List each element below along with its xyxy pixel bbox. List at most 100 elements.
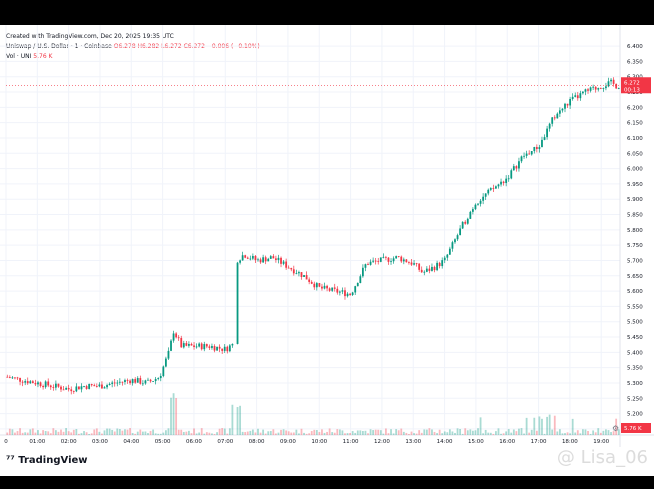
- volume-bar: [397, 430, 400, 435]
- volume-bar: [126, 429, 129, 435]
- volume-bar: [331, 432, 334, 435]
- candle-body: [500, 181, 502, 185]
- candle-body: [70, 389, 73, 392]
- candle-body: [351, 292, 354, 295]
- volume-bar: [507, 429, 510, 435]
- candle-body: [328, 288, 331, 291]
- volume-bar: [190, 433, 193, 435]
- volume-bar: [257, 428, 259, 435]
- volume-bar: [395, 429, 398, 435]
- candle-body: [8, 377, 11, 378]
- volume-bar: [333, 432, 336, 435]
- candle-body: [257, 259, 259, 261]
- candle-body: [433, 266, 436, 271]
- volume-bar: [512, 429, 515, 435]
- candle-body: [262, 257, 265, 263]
- candle-body: [65, 387, 68, 390]
- candle-body: [395, 256, 398, 259]
- candle-body: [275, 258, 277, 260]
- volume-bar: [469, 429, 472, 435]
- volume-bar: [602, 430, 605, 435]
- volume-bar: [530, 429, 533, 435]
- candle-body: [134, 379, 137, 383]
- candle-body: [377, 261, 380, 262]
- volume-bar: [62, 431, 65, 435]
- volume-bar: [477, 428, 479, 435]
- candle-body: [287, 267, 290, 269]
- volume-bar: [277, 432, 280, 435]
- volume-bar: [226, 433, 229, 435]
- candle-body: [410, 262, 413, 265]
- volume-bar: [139, 429, 142, 435]
- candle-body: [195, 346, 198, 348]
- candle-body: [223, 346, 226, 351]
- volume-bar: [425, 429, 428, 435]
- candle-body: [52, 387, 55, 388]
- volume-bar: [259, 432, 262, 435]
- candle-body: [369, 261, 372, 265]
- candle-body: [487, 189, 490, 194]
- volume-bar: [177, 429, 180, 435]
- volume-bar: [16, 431, 19, 435]
- volume-bar: [456, 428, 459, 435]
- candle-body: [535, 147, 538, 150]
- candle-body: [305, 275, 308, 280]
- candle-body: [88, 384, 91, 389]
- volume-bar: [535, 430, 538, 435]
- volume-bar: [39, 433, 42, 435]
- volume-bar: [78, 433, 80, 435]
- volume-bar: [159, 433, 162, 435]
- candle-body: [520, 156, 523, 162]
- volume-bar: [154, 433, 157, 435]
- candle-body: [216, 346, 218, 351]
- candle-body: [180, 337, 183, 348]
- candle-body: [37, 382, 39, 385]
- candle-body: [397, 256, 400, 257]
- volume-bar: [400, 428, 403, 435]
- volume-bar: [298, 433, 300, 435]
- volume-bar: [487, 432, 490, 435]
- volume-bar: [446, 432, 449, 435]
- volume-bar: [482, 433, 485, 435]
- volume-bar: [367, 433, 369, 435]
- candle-body: [226, 346, 229, 352]
- candle-body: [510, 170, 513, 179]
- y-tick-label: 6.100: [627, 136, 643, 142]
- volume-bar: [54, 430, 57, 435]
- volume-bar: [359, 430, 362, 435]
- volume-bar: [170, 397, 172, 435]
- candle-body: [582, 91, 584, 94]
- candle-body: [310, 281, 313, 284]
- volume-bar: [533, 417, 536, 435]
- candle-body: [60, 386, 62, 390]
- volume-bar: [374, 429, 377, 435]
- candle-body: [525, 153, 528, 156]
- candle-body: [456, 235, 459, 240]
- x-tick-label: 04:00: [123, 439, 139, 445]
- x-tick-label: 12:00: [374, 439, 390, 445]
- candle-body: [31, 381, 34, 384]
- candle-body: [108, 383, 111, 386]
- price-chart[interactable]: 6.4006.3506.3006.2506.2006.1506.1006.050…: [0, 25, 654, 476]
- volume-label[interactable]: Vol · UNI: [6, 53, 32, 60]
- candle-body: [103, 387, 106, 389]
- volume-bar: [75, 429, 78, 435]
- volume-bar: [431, 429, 433, 435]
- candle-body: [282, 261, 285, 264]
- volume-bar: [310, 431, 313, 435]
- volume-bar: [57, 431, 60, 435]
- x-tick-label: 08:00: [249, 439, 265, 445]
- candle-body: [428, 268, 431, 271]
- volume-bar: [203, 433, 206, 435]
- candle-body: [469, 211, 472, 219]
- candle-body: [34, 383, 37, 385]
- candle-body: [533, 147, 536, 152]
- candle-body: [124, 380, 126, 383]
- volume-bar: [341, 430, 344, 435]
- volume-bar: [461, 433, 464, 435]
- volume-bar: [280, 429, 282, 435]
- tradingview-logo[interactable]: ⁷⁷ TradingView: [6, 455, 88, 466]
- x-tick-label: 16:00: [499, 439, 515, 445]
- volume-bar: [106, 428, 108, 435]
- volume-bar: [579, 433, 582, 435]
